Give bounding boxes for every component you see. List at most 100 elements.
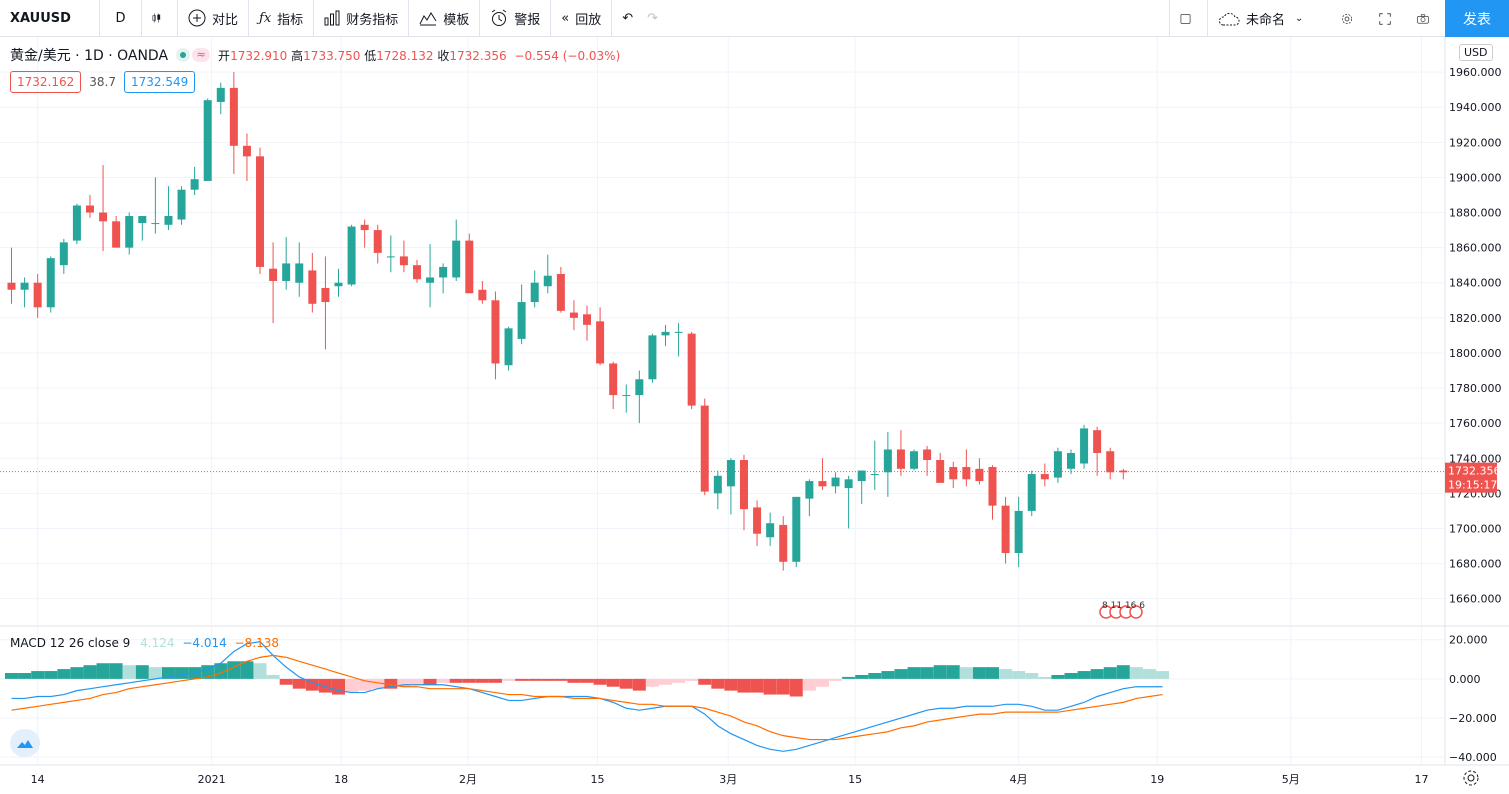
price-tick-label: 1700.000 — [1449, 522, 1502, 535]
candle-body — [622, 395, 631, 397]
candle-body — [334, 282, 343, 287]
candle-body — [936, 460, 945, 483]
undo-button[interactable]: ↶ — [612, 0, 637, 37]
candlestick-series: 8 11 16 6 — [7, 72, 1145, 619]
macd-signal-value: −8.138 — [234, 636, 279, 650]
sell-price-button[interactable]: 1732.162 — [10, 71, 82, 93]
macd-hist-bar — [763, 678, 777, 695]
macd-hist-bar — [305, 678, 319, 691]
candle-body — [478, 289, 487, 301]
ohlc-values: 开1732.910 高1733.750 低1728.132 收1732.356 … — [218, 47, 620, 64]
chart-type-button[interactable] — [142, 0, 178, 37]
price-tick-label: 1880.000 — [1449, 207, 1502, 220]
candle-body — [1080, 428, 1089, 464]
undo-icon: ↶ — [622, 10, 634, 26]
candles-icon — [152, 13, 161, 23]
financials-button[interactable]: 财务指标 — [314, 0, 410, 37]
event-badge-counts: 8 11 16 6 — [1102, 601, 1145, 611]
candle-body — [896, 449, 905, 469]
macd-hist-bar — [986, 667, 999, 679]
replay-label: 回放 — [575, 12, 602, 28]
symbol-search[interactable]: XAUUSD — [0, 0, 100, 37]
macd-label[interactable]: MACD 12 26 close 9 — [10, 636, 131, 650]
candle-body — [635, 379, 644, 396]
candle-body — [151, 223, 160, 225]
macd-hist-bar — [515, 678, 529, 681]
macd-hist-bar — [724, 678, 738, 691]
price-chart[interactable]: 8 11 16 6 1660.000 1680.000 1700.000 17 20.0… — [0, 37, 1509, 794]
candle-body — [910, 451, 919, 469]
macd-hist-bar — [18, 673, 32, 679]
macd-lines — [11, 641, 1163, 752]
redo-button[interactable]: ↷ — [637, 0, 668, 37]
macd-hist-bar — [345, 678, 359, 693]
candle-body — [713, 475, 722, 494]
macd-hist-bar — [1116, 665, 1130, 679]
macd-hist-bar — [999, 669, 1013, 679]
time-tick-label: 3月 — [719, 773, 737, 786]
macd-hist-bar — [907, 667, 921, 679]
macd-hist-bar — [70, 667, 84, 679]
publish-label: 发表 — [1463, 11, 1491, 28]
candle-body — [1066, 452, 1075, 469]
candle-body — [360, 224, 369, 231]
macd-hist-bar — [580, 678, 594, 683]
macd-legend: MACD 12 26 close 9 4.124 −4.014 −8.138 — [10, 636, 279, 650]
macd-hist-bar — [933, 665, 947, 679]
axis-settings-button[interactable] — [1462, 769, 1480, 791]
price-tick-label: 1960.000 — [1449, 66, 1502, 79]
macd-line-value: −4.014 — [182, 636, 227, 650]
candle-body — [870, 474, 879, 476]
cloud-icon — [1219, 12, 1240, 25]
plus-circle-icon — [188, 9, 206, 27]
candle-body — [216, 87, 225, 102]
indicators-button[interactable]: ƒx 指标 — [249, 0, 315, 37]
settings-button[interactable] — [1331, 0, 1369, 37]
macd-hist-bar — [397, 678, 411, 687]
approx-icon: ≈ — [192, 48, 211, 62]
snapshot-button[interactable] — [1407, 0, 1445, 37]
tradingview-logo[interactable] — [10, 729, 40, 757]
candle-body — [504, 328, 513, 366]
macd-tick-label: −20.000 — [1449, 712, 1497, 725]
layout-select-button[interactable] — [1169, 0, 1207, 37]
change-value: −0.554 (−0.03%) — [514, 48, 621, 63]
candle-body — [164, 216, 173, 225]
replay-button[interactable]: « 回放 — [551, 0, 613, 37]
candle-body — [229, 87, 238, 146]
macd-hist-bar — [122, 665, 136, 679]
candle-body — [949, 467, 958, 480]
candle-body — [975, 468, 984, 482]
candle-body — [661, 331, 670, 336]
symbol-label: XAUUSD — [10, 10, 71, 26]
macd-hist-bar — [632, 678, 646, 691]
template-icon — [419, 12, 437, 26]
macd-hist-value: 4.124 — [140, 636, 175, 650]
close-label: 收 — [437, 48, 450, 63]
candle-body — [543, 275, 552, 287]
macd-tick-label: 20.000 — [1449, 634, 1488, 647]
buy-price-button[interactable]: 1732.549 — [123, 71, 196, 93]
price-tick-label: 1760.000 — [1449, 417, 1502, 430]
macd-hist-bar — [776, 678, 790, 695]
macd-hist-bar — [1064, 673, 1078, 679]
alerts-button[interactable]: 警报 — [480, 0, 552, 37]
candle-body — [399, 256, 408, 266]
symbol-title[interactable]: 黄金/美元 · 1D · OANDA — [10, 48, 169, 64]
currency-label[interactable]: USD — [1459, 44, 1493, 61]
chevron-down-icon: ⌄ — [1295, 13, 1304, 24]
save-layout-button[interactable]: 未命名 ⌄ — [1207, 0, 1331, 37]
macd-hist-bar — [972, 667, 986, 679]
compare-button[interactable]: 对比 — [178, 0, 250, 37]
candle-body — [583, 314, 592, 325]
macd-hist-bar — [567, 678, 581, 683]
macd-hist-bar — [959, 667, 973, 679]
templates-button[interactable]: 模板 — [409, 0, 481, 37]
publish-button[interactable]: 发表 — [1445, 0, 1509, 37]
interval-button[interactable]: D — [100, 0, 142, 37]
macd-hist-bar — [802, 678, 816, 691]
time-tick-label: 2月 — [459, 773, 477, 786]
macd-hist-bar — [5, 673, 18, 679]
candle-body — [190, 179, 199, 190]
fullscreen-button[interactable] — [1369, 0, 1407, 37]
